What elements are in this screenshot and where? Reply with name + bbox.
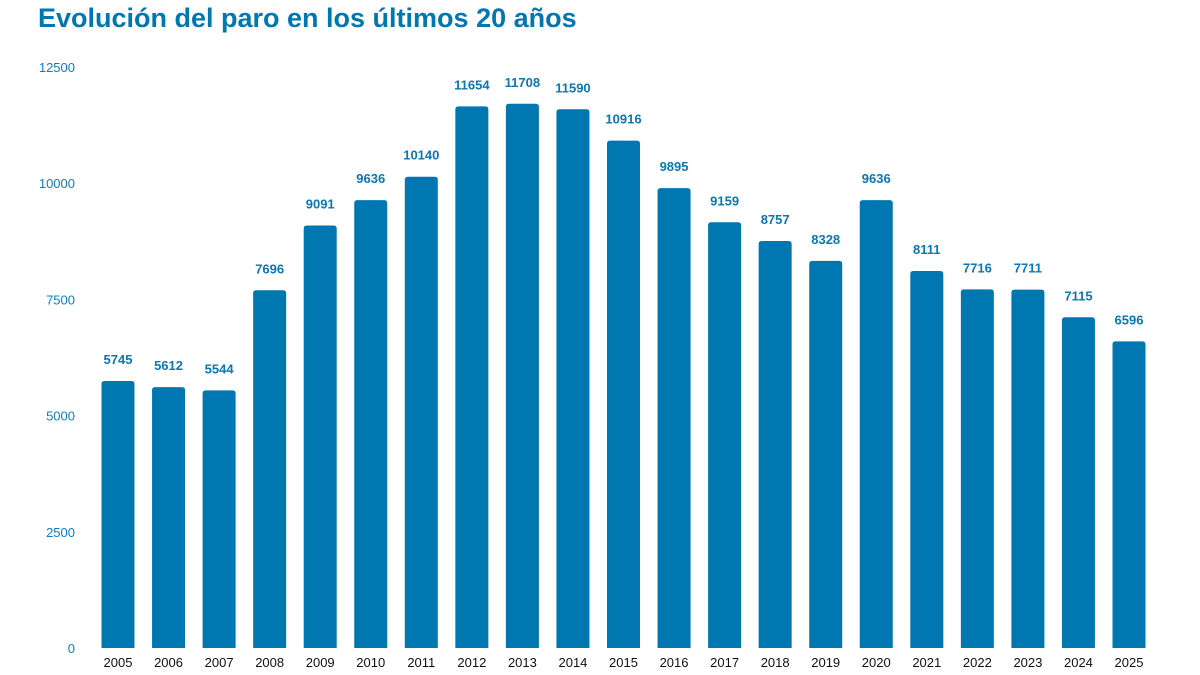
y-tick-label: 12500	[39, 60, 75, 75]
x-tick-label: 2010	[356, 655, 385, 670]
data-label: 7115	[1064, 288, 1092, 303]
bar	[354, 200, 388, 648]
data-label: 10916	[605, 112, 641, 127]
bar	[708, 222, 742, 648]
bar	[1061, 317, 1095, 648]
data-label: 9895	[660, 159, 689, 174]
bar	[505, 103, 539, 649]
x-tick-label: 2021	[912, 655, 941, 670]
y-tick-label: 5000	[46, 409, 75, 424]
x-tick-label: 2022	[963, 655, 992, 670]
x-tick-label: 2012	[457, 655, 486, 670]
bar	[809, 260, 843, 648]
bar	[859, 200, 893, 648]
data-label: 11708	[505, 75, 540, 90]
bar	[202, 390, 236, 648]
bar	[404, 176, 438, 648]
bar	[1011, 289, 1045, 648]
y-tick-label: 2500	[46, 525, 75, 540]
data-label: 6596	[1115, 312, 1144, 327]
x-tick-label: 2013	[508, 655, 537, 670]
bar	[253, 290, 287, 648]
bar	[556, 109, 590, 648]
data-label: 8111	[913, 242, 941, 257]
x-tick-label: 2020	[862, 655, 891, 670]
data-label: 7711	[1014, 261, 1042, 276]
x-tick-label: 2015	[609, 655, 638, 670]
x-tick-label: 2025	[1115, 655, 1144, 670]
bar	[657, 188, 691, 649]
x-tick-label: 2007	[205, 655, 234, 670]
x-tick-label: 2016	[660, 655, 689, 670]
bar	[758, 240, 792, 648]
x-tick-label: 2017	[710, 655, 739, 670]
bar	[1112, 341, 1146, 648]
data-label: 9636	[862, 171, 891, 186]
data-label: 10140	[403, 148, 439, 163]
bar	[152, 387, 186, 648]
bar	[910, 271, 944, 648]
data-label: 7696	[255, 261, 284, 276]
x-tick-label: 2009	[306, 655, 335, 670]
x-tick-label: 2023	[1013, 655, 1042, 670]
data-label: 11654	[454, 77, 490, 92]
x-tick-label: 2014	[558, 655, 587, 670]
data-label: 9636	[356, 171, 385, 186]
data-label: 5544	[205, 361, 235, 376]
bar	[607, 140, 640, 648]
y-tick-label: 7500	[46, 292, 75, 307]
data-label: 8328	[811, 232, 840, 247]
x-tick-label: 2005	[104, 655, 133, 670]
bar	[455, 106, 489, 648]
data-label: 9091	[306, 196, 335, 211]
x-tick-label: 2024	[1064, 655, 1093, 670]
data-label: 8757	[761, 212, 790, 227]
x-tick-label: 2011	[407, 655, 435, 670]
data-label: 5612	[154, 358, 183, 373]
y-tick-label: 0	[68, 641, 75, 656]
data-label: 7716	[963, 260, 992, 275]
x-tick-label: 2008	[255, 655, 284, 670]
x-tick-label: 2006	[154, 655, 183, 670]
data-label: 11590	[555, 80, 590, 95]
data-label: 5745	[104, 352, 133, 367]
bar	[101, 380, 135, 648]
x-tick-label: 2018	[761, 655, 790, 670]
data-label: 9159	[710, 193, 739, 208]
bar	[960, 289, 994, 648]
chart-title: Evolución del paro en los últimos 20 año…	[38, 3, 577, 33]
y-tick-label: 10000	[39, 176, 75, 191]
x-tick-label: 2019	[811, 655, 840, 670]
bar	[303, 225, 337, 648]
